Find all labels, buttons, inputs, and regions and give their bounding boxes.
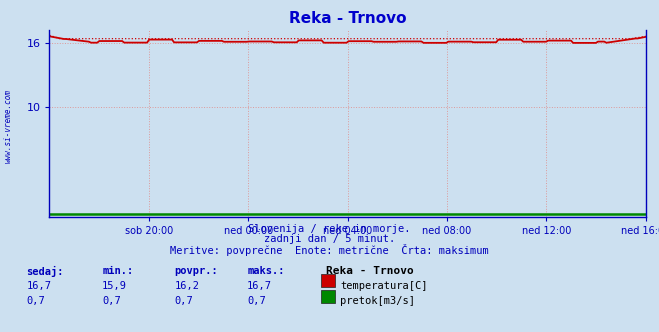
Text: zadnji dan / 5 minut.: zadnji dan / 5 minut. <box>264 234 395 244</box>
Text: sedaj:: sedaj: <box>26 266 64 277</box>
Text: temperatura[C]: temperatura[C] <box>340 281 428 290</box>
Text: Meritve: povprečne  Enote: metrične  Črta: maksimum: Meritve: povprečne Enote: metrične Črta:… <box>170 244 489 256</box>
Text: 16,2: 16,2 <box>175 281 200 290</box>
Text: maks.:: maks.: <box>247 266 285 276</box>
Text: 16,7: 16,7 <box>26 281 51 290</box>
Text: 0,7: 0,7 <box>175 296 193 306</box>
Text: www.si-vreme.com: www.si-vreme.com <box>3 89 13 163</box>
Text: 0,7: 0,7 <box>26 296 45 306</box>
Text: 0,7: 0,7 <box>102 296 121 306</box>
Text: 16,7: 16,7 <box>247 281 272 290</box>
Text: 0,7: 0,7 <box>247 296 266 306</box>
Text: povpr.:: povpr.: <box>175 266 218 276</box>
Title: Reka - Trnovo: Reka - Trnovo <box>289 11 407 26</box>
Text: min.:: min.: <box>102 266 133 276</box>
Text: Reka - Trnovo: Reka - Trnovo <box>326 266 414 276</box>
Text: pretok[m3/s]: pretok[m3/s] <box>340 296 415 306</box>
Text: 15,9: 15,9 <box>102 281 127 290</box>
Text: Slovenija / reke in morje.: Slovenija / reke in morje. <box>248 224 411 234</box>
